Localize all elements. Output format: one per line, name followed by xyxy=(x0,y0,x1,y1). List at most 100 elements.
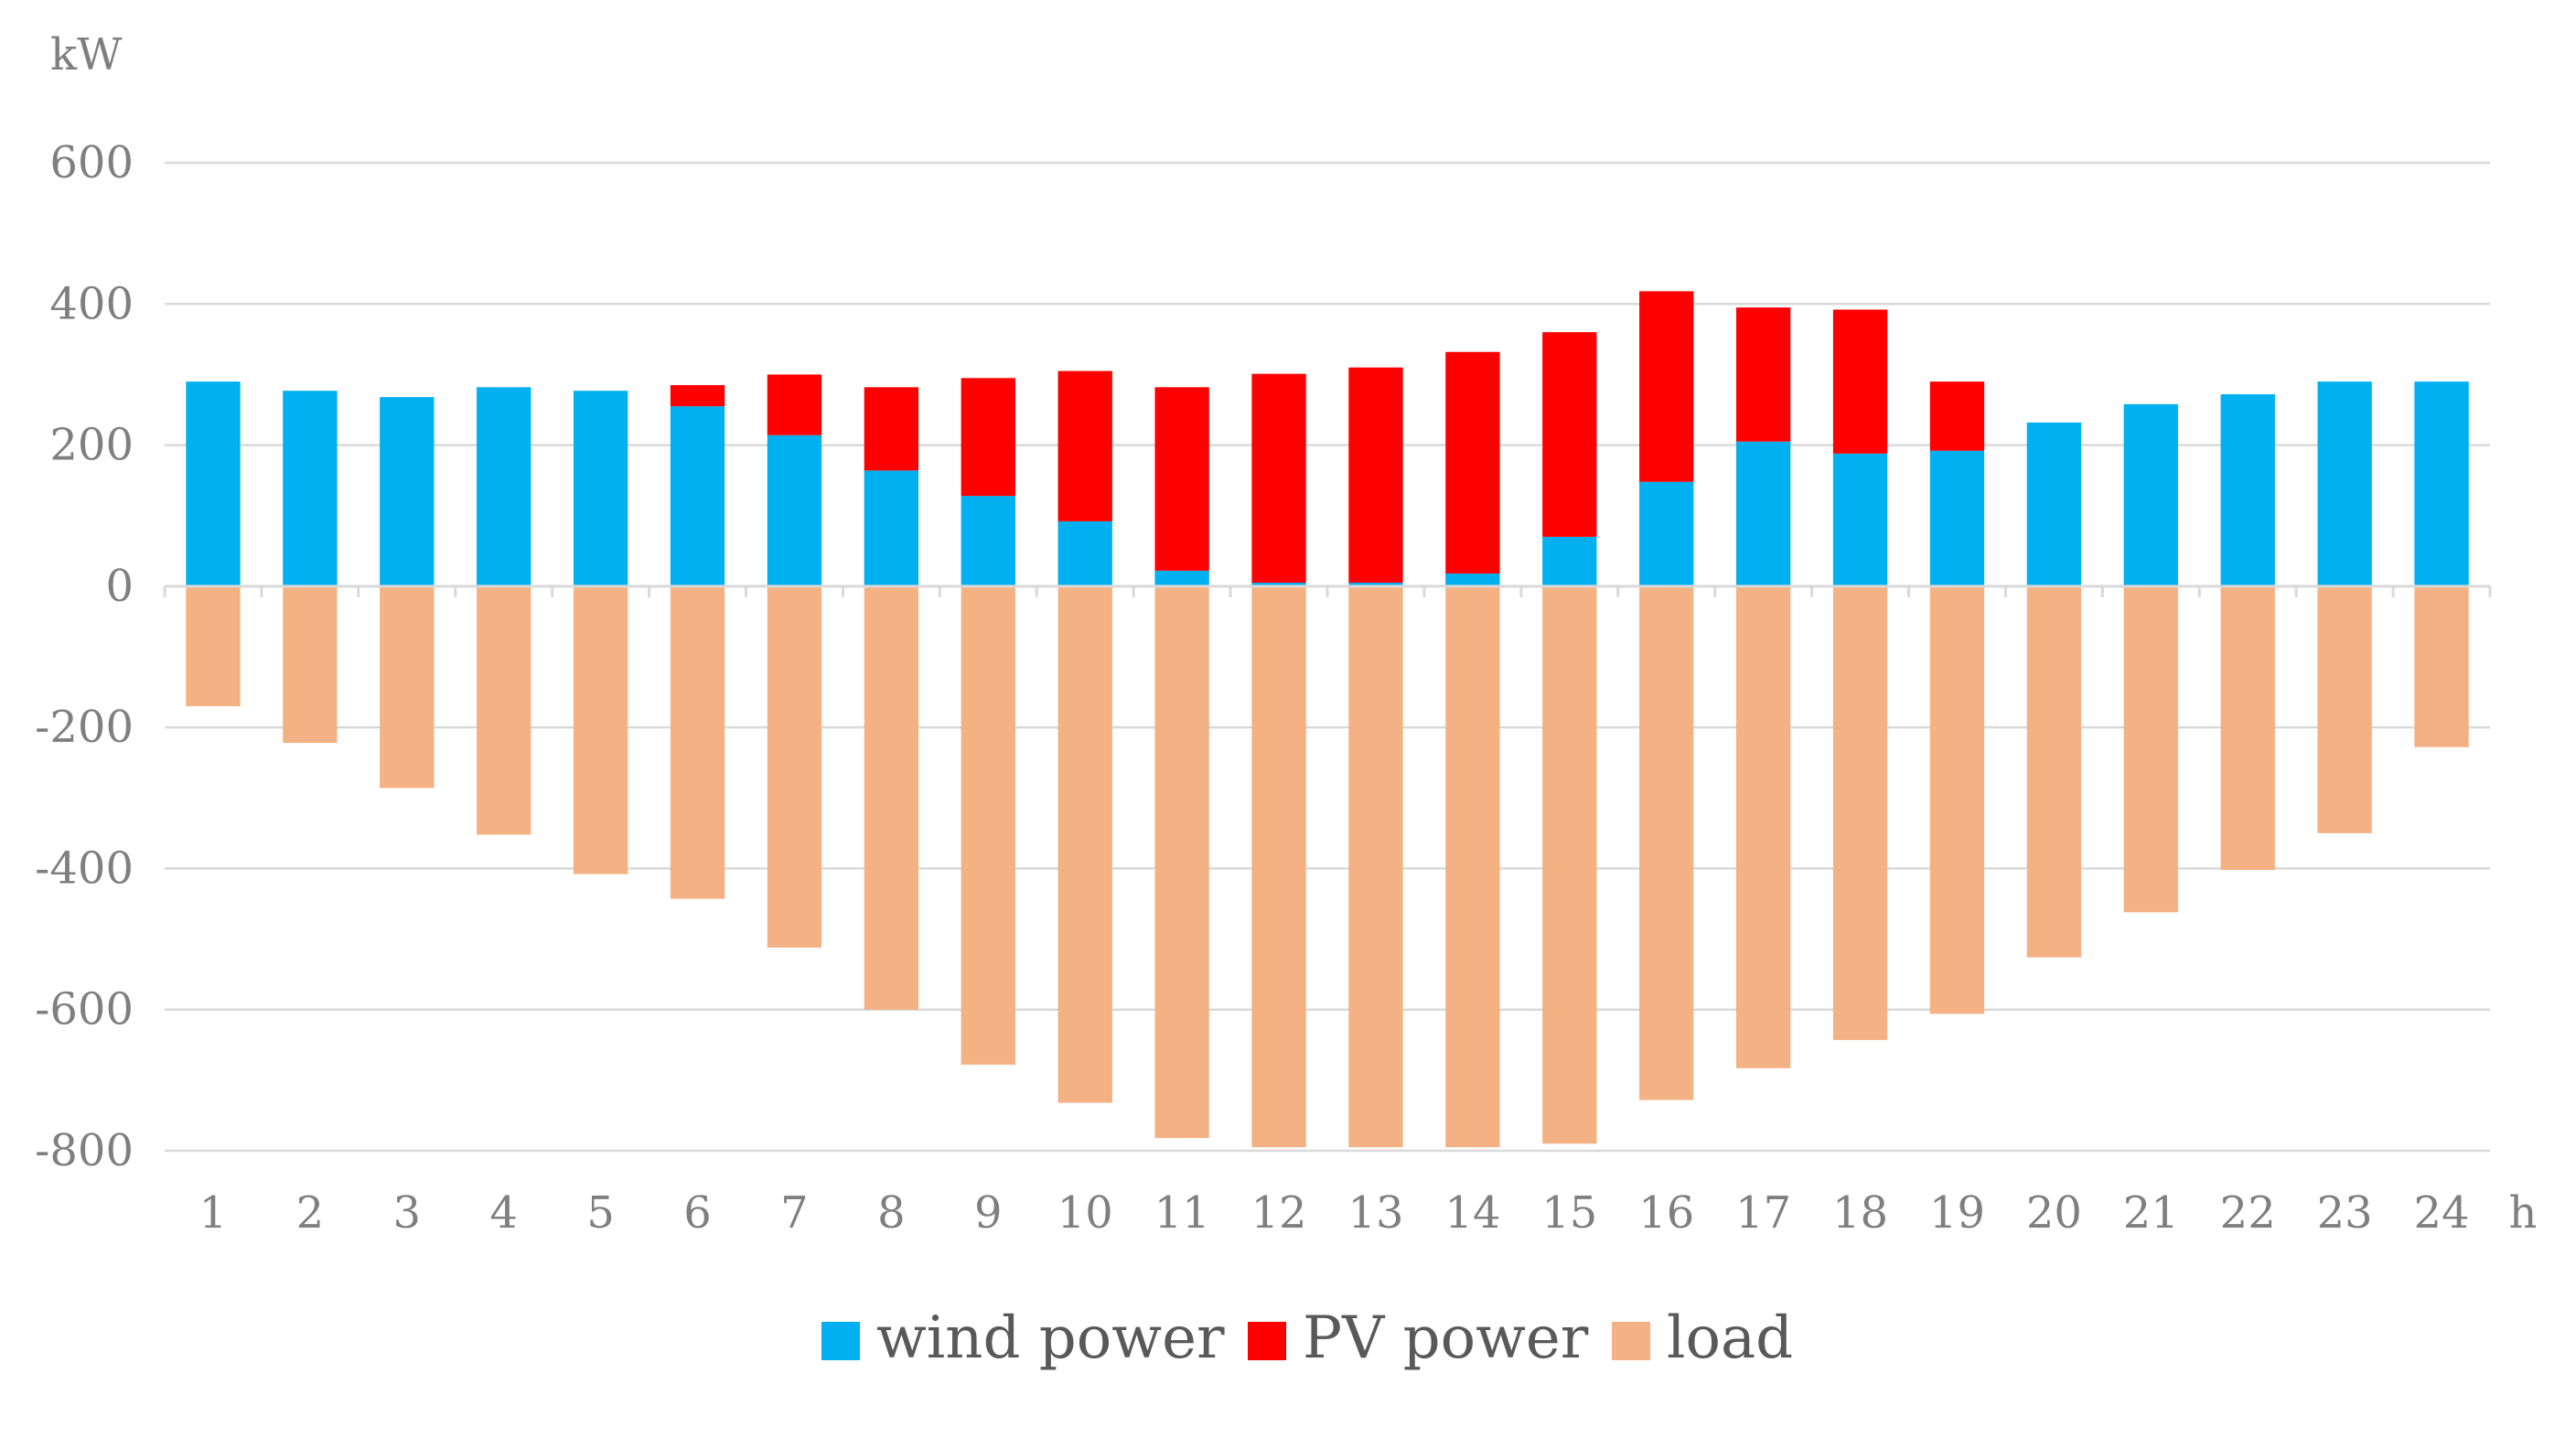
bar-pv-power-8 xyxy=(864,387,919,471)
x-tick-label: 7 xyxy=(780,1187,809,1239)
x-tick-label: 20 xyxy=(2026,1187,2082,1239)
bar-pv-power-18 xyxy=(1832,309,1888,454)
bar-load-6 xyxy=(670,585,725,899)
y-tick-label: 200 xyxy=(49,420,134,471)
x-tick-label: 1 xyxy=(199,1187,228,1239)
x-tick-label: 23 xyxy=(2317,1187,2373,1239)
legend-swatch-wind-power xyxy=(821,1322,860,1360)
bar-wind-power-16 xyxy=(1639,481,1694,586)
x-tick-label: 21 xyxy=(2123,1187,2179,1239)
x-tick-label: 5 xyxy=(586,1187,615,1239)
x-tick-label: 8 xyxy=(877,1187,906,1239)
bar-pv-power-11 xyxy=(1154,387,1209,571)
bar-load-20 xyxy=(2026,585,2082,958)
bar-wind-power-14 xyxy=(1445,573,1500,586)
bar-wind-power-3 xyxy=(380,397,435,586)
x-tick-label: 13 xyxy=(1347,1187,1403,1239)
legend-label-load: load xyxy=(1667,1304,1793,1372)
bar-load-5 xyxy=(573,585,628,875)
bar-load-1 xyxy=(186,585,241,706)
bar-load-24 xyxy=(2414,585,2469,747)
x-tick-label: 4 xyxy=(489,1187,518,1239)
bar-pv-power-12 xyxy=(1251,373,1306,583)
bar-wind-power-22 xyxy=(2220,394,2275,586)
bar-load-10 xyxy=(1057,585,1112,1103)
bar-load-13 xyxy=(1348,585,1403,1148)
bar-wind-power-1 xyxy=(186,381,241,586)
legend-swatch-load xyxy=(1612,1322,1650,1360)
x-tick-label: 11 xyxy=(1154,1187,1210,1239)
bar-load-17 xyxy=(1735,585,1791,1068)
bar-pv-power-6 xyxy=(670,385,725,407)
bar-wind-power-4 xyxy=(477,387,531,586)
x-tick-label: 10 xyxy=(1057,1187,1113,1239)
legend-label-pv-power: PV power xyxy=(1303,1304,1589,1372)
y-tick-label: 600 xyxy=(49,137,134,188)
x-axis-title: h xyxy=(2509,1187,2538,1239)
legend-label-wind-power: wind power xyxy=(876,1304,1225,1372)
bar-wind-power-13 xyxy=(1348,583,1403,586)
bar-wind-power-21 xyxy=(2123,403,2178,586)
bar-wind-power-5 xyxy=(573,391,628,586)
bar-pv-power-17 xyxy=(1735,307,1791,442)
x-tick-label: 15 xyxy=(1541,1187,1597,1239)
y-axis-title: kW xyxy=(50,29,123,80)
bars xyxy=(186,291,2469,1148)
bar-load-14 xyxy=(1445,585,1500,1148)
bar-load-7 xyxy=(767,585,822,948)
bar-wind-power-10 xyxy=(1057,520,1112,586)
x-tick-label: 17 xyxy=(1735,1187,1791,1239)
y-tick-label: 400 xyxy=(49,278,134,329)
bar-load-18 xyxy=(1832,585,1888,1040)
bar-wind-power-20 xyxy=(2026,422,2082,586)
y-tick-label: -800 xyxy=(35,1125,134,1176)
x-tick-label: 14 xyxy=(1444,1187,1500,1239)
x-tick-label: 3 xyxy=(393,1187,422,1239)
bar-wind-power-12 xyxy=(1251,583,1306,586)
bar-load-8 xyxy=(864,585,919,1010)
x-tick-label: 24 xyxy=(2414,1187,2470,1239)
bar-pv-power-7 xyxy=(767,374,822,435)
bar-wind-power-8 xyxy=(864,470,919,586)
bar-wind-power-17 xyxy=(1735,441,1791,586)
bar-wind-power-6 xyxy=(670,406,725,586)
x-tick-label: 12 xyxy=(1251,1187,1307,1239)
x-tick-label: 16 xyxy=(1638,1187,1694,1239)
bar-load-21 xyxy=(2123,585,2178,913)
legend: wind power PV power load xyxy=(821,1304,1793,1372)
bar-wind-power-18 xyxy=(1832,453,1888,586)
y-tick-label: -400 xyxy=(35,842,134,894)
x-tick-label: 22 xyxy=(2220,1187,2276,1239)
bar-load-11 xyxy=(1154,585,1209,1139)
bar-load-9 xyxy=(961,585,1015,1065)
bar-load-23 xyxy=(2317,585,2372,833)
x-tick-label: 9 xyxy=(974,1187,1003,1239)
x-tick-label: 2 xyxy=(296,1187,325,1239)
bar-pv-power-19 xyxy=(1929,381,1985,451)
bar-pv-power-14 xyxy=(1445,351,1500,574)
bar-wind-power-19 xyxy=(1929,450,1985,586)
bar-pv-power-15 xyxy=(1542,332,1597,537)
y-tick-label: 0 xyxy=(105,561,134,612)
bar-pv-power-13 xyxy=(1348,367,1403,583)
bar-wind-power-7 xyxy=(767,435,822,586)
bar-wind-power-15 xyxy=(1542,536,1597,586)
x-tick-label: 18 xyxy=(1832,1187,1888,1239)
legend-swatch-pv-power xyxy=(1248,1322,1286,1360)
x-tick-label: 19 xyxy=(1929,1187,1985,1239)
bar-wind-power-24 xyxy=(2414,381,2469,586)
bar-load-3 xyxy=(380,585,435,789)
bar-wind-power-9 xyxy=(961,496,1015,586)
bar-load-15 xyxy=(1542,585,1597,1144)
bar-wind-power-11 xyxy=(1154,570,1209,586)
y-tick-label: -200 xyxy=(35,702,134,753)
bar-load-19 xyxy=(1929,585,1985,1014)
bar-load-2 xyxy=(283,585,338,744)
bar-pv-power-10 xyxy=(1057,370,1112,521)
bar-load-22 xyxy=(2220,585,2275,870)
bar-load-4 xyxy=(477,585,531,835)
x-tick-label: 6 xyxy=(683,1187,712,1239)
bar-wind-power-23 xyxy=(2317,381,2372,586)
